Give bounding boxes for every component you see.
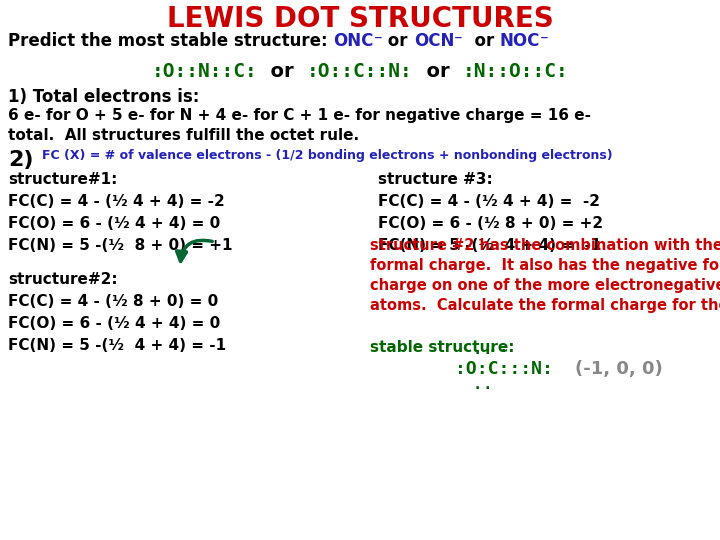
Text: ONC: ONC	[333, 32, 374, 50]
Text: OCN: OCN	[414, 32, 454, 50]
Text: atoms.  Calculate the formal charge for the most: atoms. Calculate the formal charge for t…	[370, 298, 720, 313]
Text: Predict the most stable structure:: Predict the most stable structure:	[8, 32, 333, 50]
Text: . .: . .	[475, 343, 490, 357]
Text: FC(O) = 6 - (¹⁄₂ 4 + 4) = 0: FC(O) = 6 - (¹⁄₂ 4 + 4) = 0	[8, 316, 220, 331]
Text: FC(N) = 5 -(¹⁄₂  8 + 0) = +1: FC(N) = 5 -(¹⁄₂ 8 + 0) = +1	[8, 238, 233, 253]
Text: or: or	[463, 32, 500, 50]
Text: LEWIS DOT STRUCTURES: LEWIS DOT STRUCTURES	[166, 5, 554, 33]
Text: (-1, 0, 0): (-1, 0, 0)	[575, 360, 662, 378]
Text: :O::N::C:: :O::N::C:	[151, 62, 257, 81]
Text: 2): 2)	[8, 150, 34, 170]
Text: 1) Total electrons is:: 1) Total electrons is:	[8, 88, 199, 106]
Text: FC(N) = 5 -(¹⁄₂  4 + 4) = -1: FC(N) = 5 -(¹⁄₂ 4 + 4) = -1	[8, 338, 226, 353]
Text: or: or	[382, 32, 414, 50]
Text: ⁻: ⁻	[454, 32, 463, 50]
Text: FC(O) = 6 - (¹⁄₂ 4 + 4) = 0: FC(O) = 6 - (¹⁄₂ 4 + 4) = 0	[8, 216, 220, 231]
Text: :O:C:::N:: :O:C:::N:	[455, 360, 553, 378]
Text: structure#1:: structure#1:	[8, 172, 117, 187]
Text: :N::O::C:: :N::O::C:	[463, 62, 569, 81]
FancyArrowPatch shape	[176, 240, 212, 261]
Text: :O::C::N:: :O::C::N:	[307, 62, 413, 81]
Text: FC(C) = 4 - (¹⁄₂ 8 + 0) = 0: FC(C) = 4 - (¹⁄₂ 8 + 0) = 0	[8, 294, 218, 309]
Text: ⁻: ⁻	[540, 32, 549, 50]
Text: charge on one of the more electronegative: charge on one of the more electronegativ…	[370, 278, 720, 293]
Text: formal charge.  It also has the negative formal: formal charge. It also has the negative …	[370, 258, 720, 273]
Text: NOC: NOC	[500, 32, 540, 50]
Text: FC(C) = 4 - (¹⁄₂ 4 + 4) = -2: FC(C) = 4 - (¹⁄₂ 4 + 4) = -2	[8, 194, 225, 209]
Text: FC (X) = # of valence electrons - (1/2 bonding electrons + nonbonding electrons): FC (X) = # of valence electrons - (1/2 b…	[42, 149, 613, 162]
Text: stable structure:: stable structure:	[370, 340, 515, 355]
Text: . .: . .	[475, 378, 490, 392]
Text: 6 e- for O + 5 e- for N + 4 e- for C + 1 e- for negative charge = 16 e-: 6 e- for O + 5 e- for N + 4 e- for C + 1…	[8, 108, 591, 123]
Text: FC(O) = 6 - (¹⁄₂ 8 + 0) = +2: FC(O) = 6 - (¹⁄₂ 8 + 0) = +2	[378, 216, 603, 231]
Text: structure #2 has the combination with the lowest: structure #2 has the combination with th…	[370, 238, 720, 253]
Text: ⁻: ⁻	[374, 32, 382, 50]
Text: . .: . .	[490, 340, 506, 355]
Text: or: or	[257, 62, 307, 81]
Text: FC(C) = 4 - (¹⁄₂ 4 + 4) =  -2: FC(C) = 4 - (¹⁄₂ 4 + 4) = -2	[378, 194, 600, 209]
Text: structure#2:: structure#2:	[8, 272, 117, 287]
Text: total.  All structures fulfill the octet rule.: total. All structures fulfill the octet …	[8, 128, 359, 143]
Text: structure #3:: structure #3:	[378, 172, 492, 187]
Text: FC(N) = 5 -(¹⁄₂  4 + 4) =  -1: FC(N) = 5 -(¹⁄₂ 4 + 4) = -1	[378, 238, 601, 253]
Text: or: or	[413, 62, 463, 81]
